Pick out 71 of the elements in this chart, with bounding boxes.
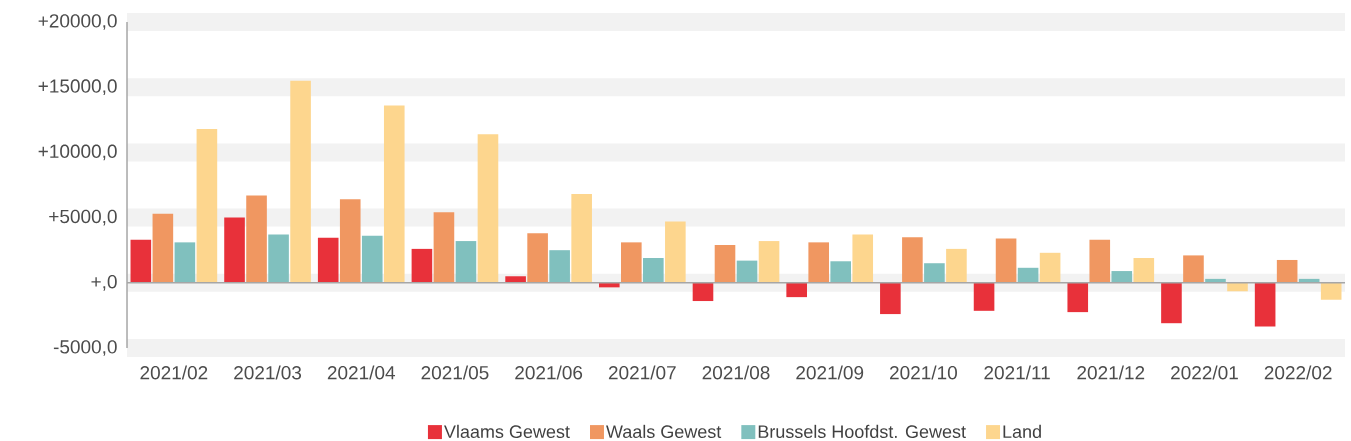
bar (736, 260, 758, 283)
y-tick-label: +20000,0 (38, 14, 117, 30)
y-tick-label: +5000,0 (49, 209, 117, 226)
bar (455, 241, 477, 283)
y-tick-label: +,0 (91, 274, 117, 291)
bar (692, 282, 714, 302)
bar (411, 248, 433, 283)
bar (852, 234, 874, 283)
bar (1254, 282, 1276, 327)
x-tick-label: 2021/08 (702, 365, 770, 380)
legend-label: Brussels Hoofdst. Gewest (758, 424, 966, 439)
bar (1111, 271, 1133, 283)
bar (1017, 267, 1039, 283)
bar (973, 282, 995, 311)
y-tick-label: +10000,0 (38, 144, 117, 161)
bar (174, 242, 196, 283)
bar (643, 258, 664, 283)
legend-label: Vlaams Gewest (444, 424, 570, 439)
bar (290, 80, 311, 283)
x-tick-label: 2021/02 (140, 365, 208, 380)
bar (224, 217, 245, 283)
bar (786, 282, 807, 298)
x-tick-label: 2021/12 (1077, 365, 1145, 380)
bar (317, 237, 339, 283)
bar (830, 261, 852, 283)
bar (808, 242, 829, 283)
bar (477, 134, 499, 283)
bar (268, 234, 289, 283)
bar (1276, 259, 1298, 283)
bar (549, 250, 570, 283)
bar (361, 235, 383, 283)
bar (505, 276, 526, 283)
x-tick-label: 2021/10 (890, 365, 957, 380)
bar (665, 221, 686, 283)
bar (383, 105, 405, 283)
x-tick-label: 2021/05 (421, 365, 489, 380)
x-tick-label: 2021/06 (515, 365, 583, 380)
bar (995, 238, 1017, 283)
bar (339, 199, 361, 283)
bar (1320, 282, 1342, 300)
bar (571, 194, 592, 283)
legend-label: Land (1003, 424, 1041, 439)
bar (621, 242, 642, 283)
x-tick-label: 2021/04 (327, 365, 396, 380)
bar (1089, 239, 1111, 283)
bar (946, 248, 967, 283)
bar (1161, 282, 1182, 324)
y-tick-label: -5000,0 (53, 340, 117, 356)
bar (924, 263, 945, 283)
legend-label: Waals Gewest (606, 424, 722, 439)
x-tick-label: 2022/01 (1171, 365, 1238, 380)
bar (1039, 252, 1061, 283)
bar (1067, 282, 1089, 313)
bar (1133, 258, 1155, 283)
bar (758, 241, 780, 283)
bar (152, 213, 174, 283)
bar (1183, 255, 1204, 283)
x-tick-label: 2021/11 (984, 365, 1050, 380)
bar (527, 233, 548, 283)
x-tick-label: 2022/02 (1264, 365, 1332, 380)
x-tick-label: 2021/03 (234, 365, 302, 380)
x-tick-label: 2021/09 (796, 365, 864, 380)
y-tick-label: +15000,0 (38, 79, 117, 96)
bar (246, 195, 267, 283)
x-tick-label: 2021/07 (608, 365, 676, 380)
bar (714, 244, 736, 283)
bar (902, 237, 923, 283)
bar (130, 239, 152, 283)
bar (433, 212, 455, 283)
bar (196, 128, 218, 283)
bar (880, 282, 901, 315)
